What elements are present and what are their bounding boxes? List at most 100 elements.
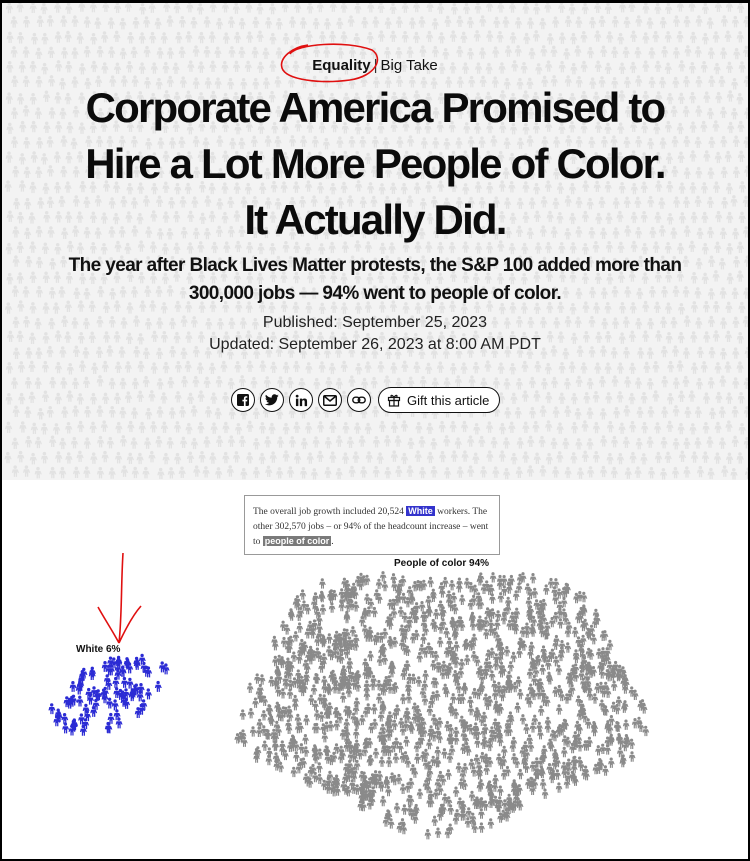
share-linkedin-button[interactable] [289, 388, 313, 412]
pattern-person [286, 466, 295, 478]
pattern-person [666, 92, 674, 105]
pattern-person [523, 32, 531, 45]
pattern-person [197, 61, 205, 73]
pattern-person [372, 16, 380, 28]
pattern-person [611, 375, 619, 387]
pattern-person [42, 271, 50, 283]
pattern-person [724, 30, 732, 42]
pattern-person [569, 152, 578, 164]
pattern-person [54, 1, 62, 13]
pattern-person [246, 420, 254, 433]
pattern-person [17, 93, 25, 105]
pattern-person [556, 422, 564, 434]
pattern-person [130, 407, 139, 419]
pattern-person [19, 421, 27, 433]
pattern-person [732, 135, 740, 147]
pattern-person [498, 450, 507, 462]
pattern-person [628, 0, 636, 13]
pattern-person [197, 421, 205, 434]
poc-worker-icon [611, 680, 618, 691]
pattern-person [324, 436, 333, 449]
pattern-person [694, 136, 702, 149]
pattern-person [78, 360, 87, 372]
pattern-person [178, 16, 187, 28]
pattern-person [316, 0, 324, 13]
pattern-person [264, 17, 273, 29]
poc-worker-icon [279, 688, 287, 699]
pattern-person [737, 120, 745, 133]
poc-worker-icon [478, 808, 485, 819]
pattern-person [18, 61, 26, 73]
pattern-person [736, 31, 744, 43]
pattern-person [102, 392, 110, 405]
pattern-person [91, 362, 99, 374]
twitter-icon [265, 394, 279, 406]
gift-article-button[interactable]: Gift this article [378, 387, 501, 413]
pattern-person [162, 452, 170, 465]
kicker-topic-link[interactable]: Equality [312, 57, 371, 74]
kicker-series-link[interactable]: Big Take [380, 57, 438, 74]
share-link-button[interactable] [347, 388, 371, 412]
pattern-person [318, 31, 327, 43]
tooltip-white-highlight: White [406, 506, 435, 516]
pattern-person [53, 271, 62, 283]
poc-worker-icon [517, 768, 524, 780]
pattern-person [143, 106, 152, 119]
pattern-person [365, 90, 373, 103]
pattern-person [647, 466, 656, 479]
pattern-person [635, 437, 643, 450]
poc-worker-icon [453, 641, 460, 652]
pattern-person [259, 360, 267, 372]
pattern-person [316, 151, 324, 163]
pattern-person [570, 62, 578, 75]
pattern-person [10, 16, 18, 28]
pattern-person [166, 47, 175, 59]
pattern-person [210, 392, 218, 404]
pattern-person [12, 165, 20, 178]
pattern-person [725, 452, 734, 464]
pattern-person [545, 60, 553, 72]
pattern-person [96, 435, 105, 448]
pattern-person [541, 75, 549, 88]
pattern-person [707, 377, 715, 389]
pattern-person [305, 30, 313, 42]
pattern-person [420, 137, 429, 149]
pattern-person [282, 450, 290, 462]
pattern-person [310, 468, 319, 480]
share-facebook-button[interactable] [231, 388, 255, 412]
pattern-person [19, 120, 27, 133]
pattern-person [695, 15, 703, 27]
pattern-person [390, 120, 398, 133]
share-email-button[interactable] [318, 388, 342, 412]
pattern-person [329, 451, 337, 463]
pattern-person [130, 46, 138, 59]
pattern-person [185, 31, 193, 43]
pattern-person [570, 452, 578, 464]
pattern-person [437, 92, 445, 105]
pattern-person [148, 1, 156, 13]
pattern-person [157, 137, 165, 149]
poc-worker-icon [426, 738, 433, 750]
pattern-person [526, 465, 535, 477]
pattern-person [282, 422, 290, 435]
pattern-person [720, 135, 728, 148]
pattern-person [42, 182, 50, 195]
pattern-person [102, 0, 110, 13]
pattern-person [30, 120, 38, 133]
share-twitter-button[interactable] [260, 388, 284, 412]
pattern-person [324, 466, 332, 479]
pattern-person [707, 467, 715, 480]
pattern-person [676, 122, 685, 135]
pattern-person [124, 361, 132, 373]
pattern-person [562, 437, 570, 450]
pattern-person [232, 60, 241, 73]
pattern-person [46, 406, 55, 418]
pattern-person [10, 107, 19, 119]
pattern-person [467, 465, 475, 477]
pattern-person [454, 375, 463, 387]
pattern-person [743, 377, 748, 389]
pattern-person [694, 406, 703, 418]
pattern-person [437, 2, 445, 14]
pattern-person [130, 135, 139, 148]
pattern-person [24, 377, 33, 389]
